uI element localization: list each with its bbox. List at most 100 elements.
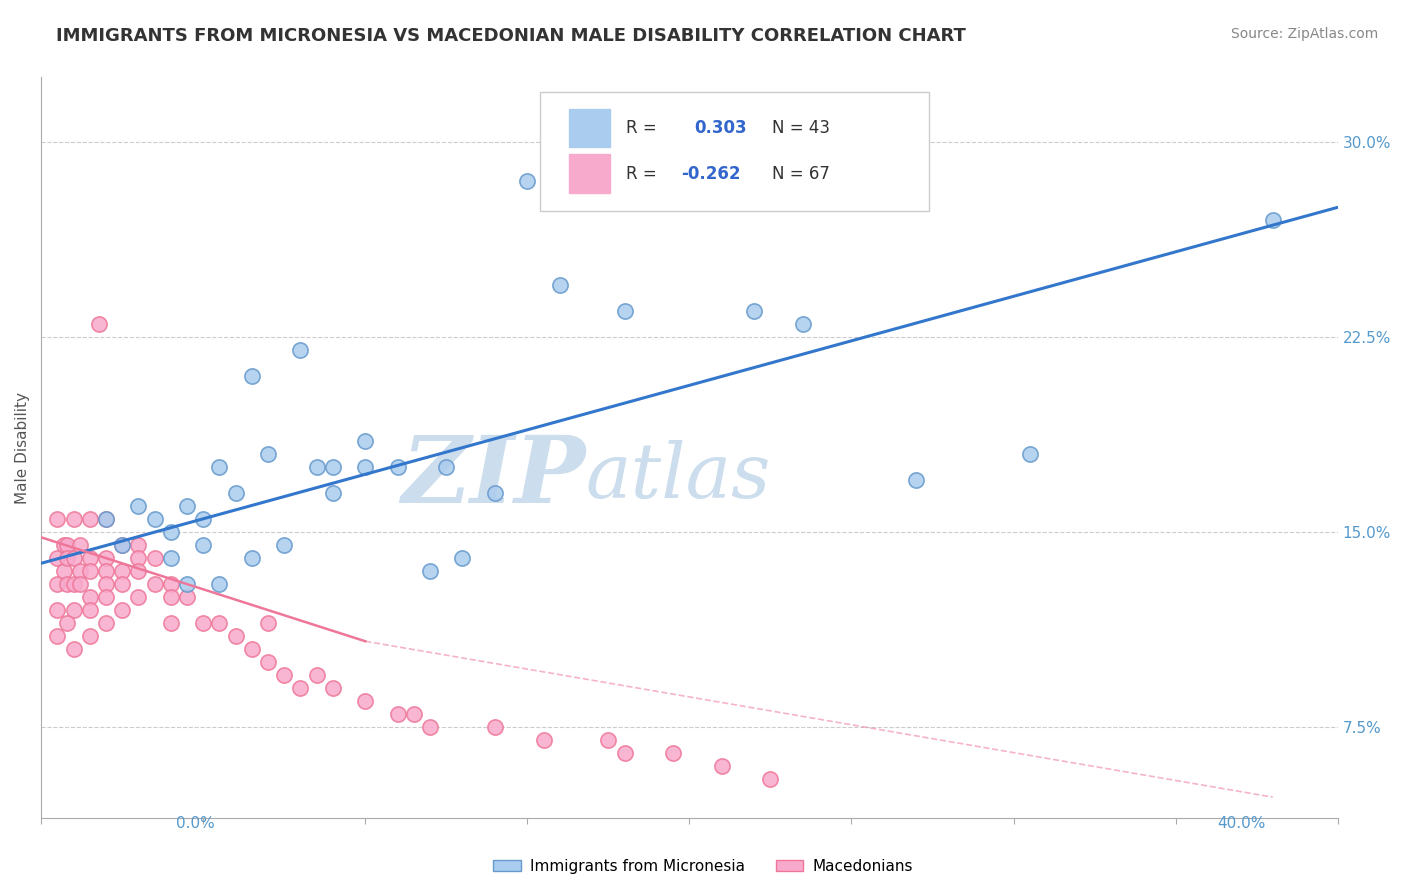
Point (208, 460, 231, 475)
Point (94, 615, 117, 630)
Point (208, 577, 231, 591)
Y-axis label: Male Disability: Male Disability (15, 392, 30, 504)
FancyBboxPatch shape (540, 92, 929, 211)
Text: 0.0%: 0.0% (176, 816, 215, 831)
Point (322, 681, 344, 695)
Point (273, 538, 295, 552)
Point (69, 564, 91, 578)
Point (451, 551, 474, 566)
Point (94, 590, 117, 604)
Point (387, 460, 409, 475)
Point (56, 538, 79, 552)
Point (257, 655, 280, 669)
Point (662, 746, 685, 760)
Text: -0.262: -0.262 (682, 165, 741, 183)
Point (143, 551, 166, 566)
Point (143, 512, 166, 526)
Point (94, 564, 117, 578)
Point (127, 564, 149, 578)
Point (111, 538, 134, 552)
Point (257, 615, 280, 630)
Point (94, 551, 117, 566)
Point (79, 590, 101, 604)
Point (225, 629, 247, 643)
Point (56, 615, 79, 630)
Point (1018, 447, 1040, 461)
Text: 40.0%: 40.0% (1218, 816, 1265, 831)
Text: atlas: atlas (586, 441, 770, 515)
Point (46, 551, 69, 566)
Point (79, 629, 101, 643)
Point (273, 668, 295, 682)
Text: N = 43: N = 43 (772, 119, 831, 136)
Point (354, 460, 377, 475)
Point (127, 538, 149, 552)
Point (79, 564, 101, 578)
FancyBboxPatch shape (569, 109, 610, 147)
Point (905, 473, 928, 487)
Point (127, 499, 149, 513)
Text: R =: R = (626, 165, 657, 183)
Point (305, 668, 328, 682)
Point (613, 304, 636, 318)
Text: R =: R = (626, 119, 657, 136)
Point (742, 304, 765, 318)
Point (419, 564, 441, 578)
Point (305, 460, 328, 475)
Point (176, 590, 198, 604)
Point (79, 603, 101, 617)
Point (159, 525, 181, 540)
Point (354, 434, 377, 449)
Point (62, 642, 84, 657)
Point (193, 538, 215, 552)
Text: N = 67: N = 67 (772, 165, 830, 183)
Point (533, 733, 555, 747)
Point (46, 629, 69, 643)
Point (792, 318, 814, 332)
Point (143, 577, 166, 591)
Point (419, 720, 441, 734)
Point (94, 577, 117, 591)
Point (159, 615, 181, 630)
Point (79, 512, 101, 526)
Point (159, 551, 181, 566)
Legend: Immigrants from Micronesia, Macedonians: Immigrants from Micronesia, Macedonians (488, 853, 918, 880)
Point (548, 278, 571, 293)
Point (94, 512, 117, 526)
Point (69, 538, 91, 552)
Point (387, 706, 409, 721)
Point (111, 538, 134, 552)
Point (193, 615, 215, 630)
Point (290, 681, 312, 695)
Point (598, 733, 620, 747)
Point (127, 551, 149, 566)
Point (434, 460, 457, 475)
Point (62, 551, 84, 566)
Point (62, 603, 84, 617)
Point (159, 577, 181, 591)
Text: IMMIGRANTS FROM MICRONESIA VS MACEDONIAN MALE DISABILITY CORRELATION CHART: IMMIGRANTS FROM MICRONESIA VS MACEDONIAN… (56, 27, 966, 45)
Point (710, 759, 733, 773)
Text: Source: ZipAtlas.com: Source: ZipAtlas.com (1230, 27, 1378, 41)
Point (111, 603, 134, 617)
Point (62, 577, 84, 591)
Point (159, 590, 181, 604)
Point (613, 746, 636, 760)
Point (56, 551, 79, 566)
Point (69, 577, 91, 591)
Point (46, 512, 69, 526)
Point (111, 564, 134, 578)
Point (402, 706, 425, 721)
Point (52, 538, 75, 552)
Point (225, 486, 247, 500)
Point (240, 369, 263, 384)
Point (62, 512, 84, 526)
Point (484, 720, 506, 734)
Text: ZIP: ZIP (401, 433, 586, 523)
Point (52, 564, 75, 578)
Point (208, 615, 231, 630)
Point (46, 577, 69, 591)
Point (322, 486, 344, 500)
Point (322, 460, 344, 475)
Point (240, 551, 263, 566)
